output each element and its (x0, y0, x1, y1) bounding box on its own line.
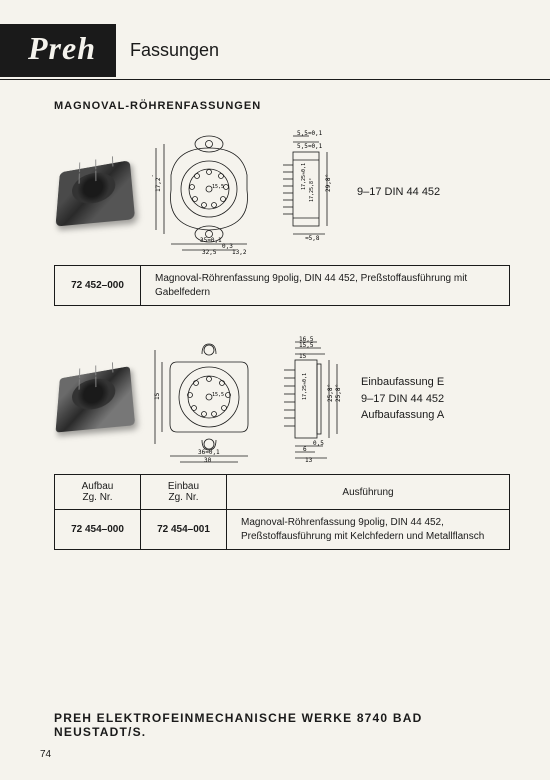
svg-text:15,5: 15,5 (299, 342, 314, 349)
svg-text:15,5: 15,5 (212, 392, 224, 398)
description-cell: Magnoval-Röhrenfassung 9polig, DIN 44 45… (227, 510, 510, 550)
svg-text:13,2: 13,2 (232, 249, 247, 255)
side-label-1: 9–17 DIN 44 452 (357, 184, 440, 201)
col-header-einbau: Einbau Zg. Nr. (141, 475, 227, 510)
svg-text:25,8°: 25,8° (327, 384, 334, 402)
description-cell: Magnoval-Röhrenfassung 9polig, DIN 44 45… (141, 266, 510, 306)
part-number-cell-a: 72 454–000 (55, 510, 141, 550)
page-footer: PREH ELEKTROFEINMECHANISCHE WERKE 8740 B… (0, 711, 550, 760)
svg-text:0,5: 0,5 (313, 440, 324, 447)
svg-text:36≈0,1: 36≈0,1 (198, 449, 220, 456)
spec-table-1: 72 452–000 Magnoval-Röhrenfassung 9polig… (54, 265, 510, 306)
table-header-row: Aufbau Zg. Nr. Einbau Zg. Nr. Ausführung (55, 475, 510, 510)
part-number-cell-b: 72 454–001 (141, 510, 227, 550)
front-drawing-1: 17,2 38≈0,2 35≈0,1 32,5 0,3 13,2 15,5 (152, 130, 267, 255)
side-label-2c: Aufbaufassung A (361, 407, 444, 424)
side-drawing-2: 16,5 15,5 15 25,8° 25,8° 17,25≈0,1 0,5 6… (275, 334, 347, 464)
side-drawing-1: 5,5≈0,1 5,5≈0,1 29,8° 17,25≈0,1 ≈5,8 17,… (275, 130, 343, 255)
figure-row-2: 15 38≈0,2 36≈0,1 30 15,5 (54, 334, 510, 464)
page-header: Preh Fassungen (0, 0, 550, 77)
part-number-cell: 72 452–000 (55, 266, 141, 306)
svg-text:32,5: 32,5 (202, 249, 217, 255)
header-title: Fassungen (130, 40, 219, 61)
svg-text:17,2: 17,2 (155, 177, 162, 192)
svg-text:17,25≈0,1: 17,25≈0,1 (301, 163, 307, 190)
side-label-2: Einbaufassung E 9–17 DIN 44 452 Aufbaufa… (361, 374, 444, 424)
footer-company: PREH ELEKTROFEINMECHANISCHE WERKE 8740 B… (54, 711, 510, 739)
page-content: MAGNOVAL-RÖHRENFASSUNGEN (0, 80, 550, 550)
section-title: MAGNOVAL-RÖHRENFASSUNGEN (54, 100, 510, 112)
svg-text:5,5≈0,1: 5,5≈0,1 (297, 130, 323, 137)
svg-text:29,8°: 29,8° (325, 174, 332, 192)
svg-text:6: 6 (303, 446, 307, 453)
side-label-2a: Einbaufassung E (361, 374, 444, 391)
page-number: 74 (40, 749, 510, 760)
col-header-aufbau: Aufbau Zg. Nr. (55, 475, 141, 510)
socket-photo-2 (54, 368, 144, 430)
socket-photo-1 (54, 162, 144, 224)
svg-text:17,25,8°: 17,25,8° (309, 178, 315, 202)
svg-text:30: 30 (204, 457, 212, 464)
brand-logo: Preh (0, 24, 116, 77)
table-row: 72 452–000 Magnoval-Röhrenfassung 9polig… (55, 266, 510, 306)
svg-text:13: 13 (305, 457, 313, 464)
svg-text:35≈0,1: 35≈0,1 (200, 237, 222, 244)
side-label-2b: 9–17 DIN 44 452 (361, 391, 444, 408)
svg-text:15: 15 (154, 392, 161, 400)
svg-text:17,25≈0,1: 17,25≈0,1 (302, 373, 308, 400)
svg-text:25,8°: 25,8° (335, 384, 342, 402)
svg-text:≈5,8: ≈5,8 (305, 235, 320, 242)
table-row: 72 454–000 72 454–001 Magnoval-Röhrenfas… (55, 510, 510, 550)
svg-text:15: 15 (299, 353, 307, 360)
svg-text:5,5≈0,1: 5,5≈0,1 (297, 143, 323, 150)
svg-text:38≈0,2: 38≈0,2 (152, 170, 154, 192)
figure-row-1: 17,2 38≈0,2 35≈0,1 32,5 0,3 13,2 15,5 (54, 130, 510, 255)
svg-text:15,5: 15,5 (212, 184, 224, 190)
front-drawing-2: 15 38≈0,2 36≈0,1 30 15,5 (152, 334, 267, 464)
svg-text:38≈0,2: 38≈0,2 (152, 378, 153, 400)
col-header-ausfuehrung: Ausführung (227, 475, 510, 510)
spec-table-2: Aufbau Zg. Nr. Einbau Zg. Nr. Ausführung… (54, 474, 510, 550)
